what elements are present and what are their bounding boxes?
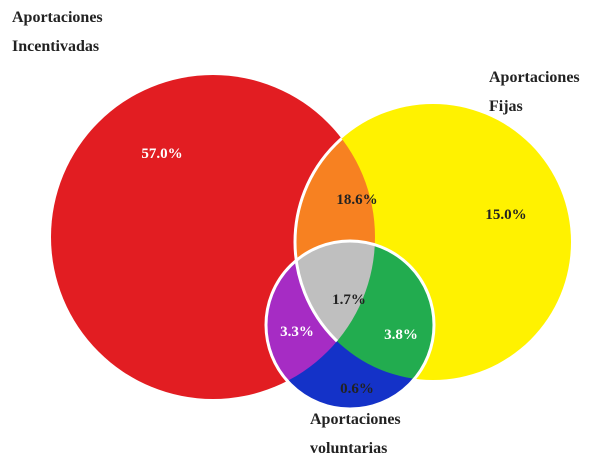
value-all-three: 1.7% [332,292,366,308]
label-fijas: Aportaciones Fijas [489,63,580,121]
label-voluntarias: Aportaciones voluntarias [310,405,401,463]
label-incentivadas-line2: Incentivadas [12,38,100,55]
outline-voluntarias [264,239,436,411]
label-voluntarias-line2: voluntarias [310,440,388,457]
value-only-fijas: 15.0% [485,207,526,223]
value-only-voluntarias: 0.6% [340,381,374,397]
value-incentivadas-fijas: 18.6% [336,192,377,208]
value-incentivadas-voluntarias: 3.3% [280,324,314,340]
label-fijas-line2: Fijas [489,98,523,115]
value-only-incentivadas: 57.0% [141,146,182,162]
label-fijas-line1: Aportaciones [489,69,580,86]
label-incentivadas: Aportaciones Incentivadas [12,3,103,61]
label-incentivadas-line1: Aportaciones [12,9,103,26]
label-voluntarias-line1: Aportaciones [310,411,401,428]
value-fijas-voluntarias: 3.8% [384,327,418,343]
outline-fijas-inside [293,102,375,382]
